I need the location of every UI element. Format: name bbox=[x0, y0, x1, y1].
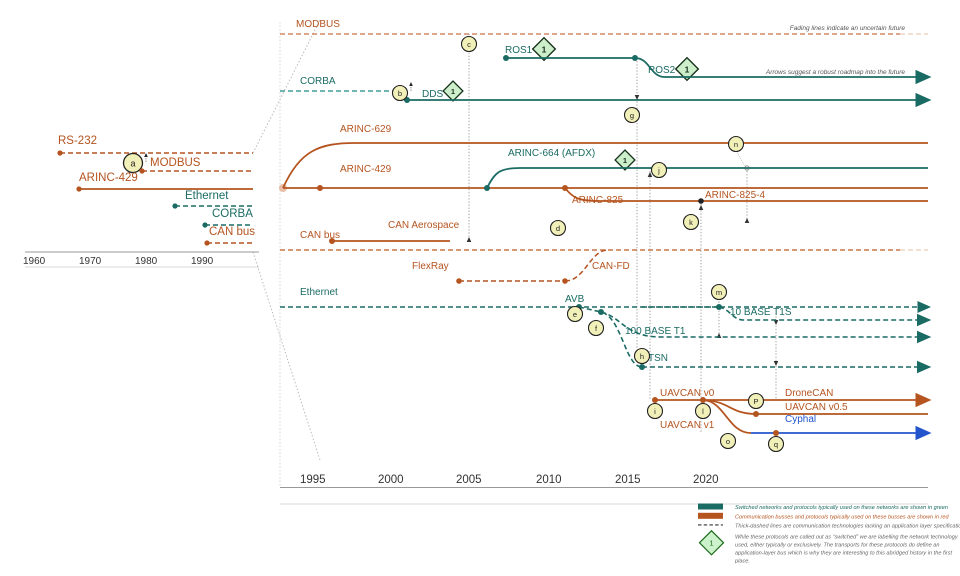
svg-text:2015: 2015 bbox=[615, 474, 641, 486]
svg-text:m: m bbox=[716, 288, 722, 297]
svg-text:CAN bus: CAN bus bbox=[209, 226, 255, 238]
svg-text:ROS1: ROS1 bbox=[505, 45, 533, 56]
svg-text:DDS: DDS bbox=[422, 89, 443, 100]
svg-text:CAN Aerospace: CAN Aerospace bbox=[388, 220, 460, 231]
svg-text:1980: 1980 bbox=[135, 256, 158, 267]
svg-text:TSN: TSN bbox=[648, 353, 668, 364]
svg-text:1970: 1970 bbox=[79, 256, 102, 267]
svg-text:application-layer bus which is: application-layer bus which is why they … bbox=[735, 551, 952, 557]
svg-text:Ethernet: Ethernet bbox=[300, 287, 338, 298]
svg-text:Fading lines indicate an uncer: Fading lines indicate an uncertain futur… bbox=[790, 25, 906, 32]
svg-text:j: j bbox=[657, 166, 660, 175]
svg-text:1: 1 bbox=[685, 65, 690, 75]
svg-text:c: c bbox=[467, 40, 471, 49]
svg-text:UAVCAN v0: UAVCAN v0 bbox=[660, 388, 715, 399]
svg-text:k: k bbox=[689, 218, 693, 227]
svg-text:DroneCAN: DroneCAN bbox=[785, 388, 833, 399]
svg-text:Ethernet: Ethernet bbox=[185, 190, 229, 202]
svg-text:d: d bbox=[556, 224, 560, 233]
svg-text:2005: 2005 bbox=[456, 474, 482, 486]
svg-text:MODBUS: MODBUS bbox=[296, 19, 340, 30]
svg-text:CORBA: CORBA bbox=[212, 208, 253, 220]
svg-text:Communication busses and proto: Communication busses and protocols typic… bbox=[735, 514, 950, 520]
svg-text:FlexRay: FlexRay bbox=[412, 261, 449, 272]
svg-text:ARINC-629: ARINC-629 bbox=[340, 124, 392, 135]
svg-text:Cyphal: Cyphal bbox=[785, 414, 816, 425]
svg-text:1: 1 bbox=[451, 87, 455, 96]
svg-text:n: n bbox=[734, 140, 738, 149]
svg-text:1995: 1995 bbox=[300, 474, 326, 486]
svg-text:b: b bbox=[398, 89, 402, 98]
svg-text:1: 1 bbox=[542, 45, 547, 55]
svg-text:Switched networks and protocol: Switched networks and protocols typicall… bbox=[735, 505, 948, 511]
svg-text:Thick-dashed lines are communi: Thick-dashed lines are communication tec… bbox=[735, 523, 960, 529]
svg-text:g: g bbox=[630, 111, 634, 120]
svg-text:UAVCAN v1: UAVCAN v1 bbox=[660, 420, 715, 431]
svg-text:q: q bbox=[774, 440, 778, 449]
svg-text:CORBA: CORBA bbox=[300, 76, 336, 87]
svg-text:10 BASE T1S: 10 BASE T1S bbox=[730, 307, 792, 318]
svg-text:UAVCAN v0.5: UAVCAN v0.5 bbox=[785, 402, 848, 413]
svg-text:used, either typically or excl: used, either typically or exclusively. T… bbox=[735, 543, 939, 549]
svg-text:e: e bbox=[573, 310, 577, 319]
svg-text:While these protocols are call: While these protocols are called out as … bbox=[735, 535, 959, 541]
svg-text:100 BASE T1: 100 BASE T1 bbox=[625, 326, 686, 337]
svg-text:P: P bbox=[753, 397, 758, 406]
svg-text:1: 1 bbox=[709, 538, 713, 547]
svg-text:2010: 2010 bbox=[536, 474, 562, 486]
svg-text:CAN bus: CAN bus bbox=[300, 230, 340, 241]
svg-text:1: 1 bbox=[623, 156, 627, 165]
svg-text:a: a bbox=[130, 159, 135, 169]
svg-text:ARINC-429: ARINC-429 bbox=[79, 172, 138, 184]
svg-text:place.: place. bbox=[734, 559, 750, 565]
svg-text:ARINC-825-4: ARINC-825-4 bbox=[705, 190, 765, 201]
svg-text:ARINC-429: ARINC-429 bbox=[340, 164, 392, 175]
svg-text:CAN-FD: CAN-FD bbox=[592, 261, 630, 272]
svg-text:2020: 2020 bbox=[693, 474, 719, 486]
svg-text:ARINC-664 (AFDX): ARINC-664 (AFDX) bbox=[508, 148, 595, 159]
svg-text:AVB: AVB bbox=[565, 294, 585, 305]
svg-text:RS-232: RS-232 bbox=[58, 135, 97, 147]
svg-text:1960: 1960 bbox=[23, 256, 46, 267]
svg-text:MODBUS: MODBUS bbox=[150, 157, 201, 169]
svg-text:h: h bbox=[640, 352, 644, 361]
svg-text:1990: 1990 bbox=[191, 256, 214, 267]
svg-text:o: o bbox=[726, 437, 730, 446]
svg-text:2000: 2000 bbox=[378, 474, 404, 486]
svg-text:Arrows suggest a robust roadma: Arrows suggest a robust roadmap into the… bbox=[765, 69, 905, 76]
